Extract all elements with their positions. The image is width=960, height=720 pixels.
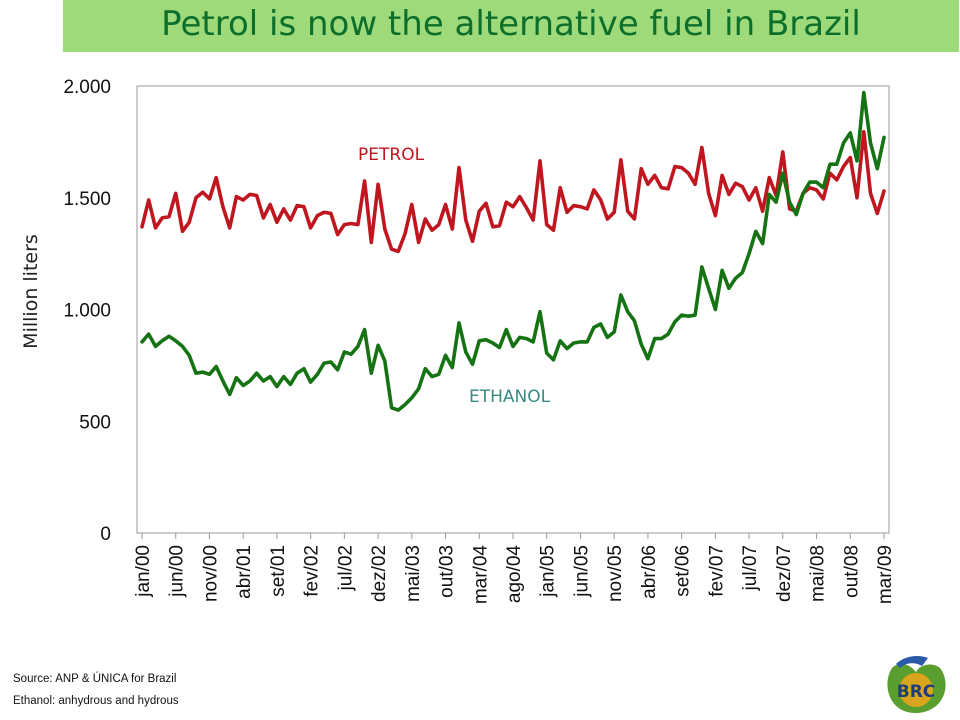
y-tick-label: 2.000 (63, 77, 111, 98)
x-tick-label: mar/04 (470, 545, 491, 605)
annotation-group: PETROL ETHANOL (358, 145, 551, 407)
x-tick-label: jun/00 (167, 545, 188, 598)
x-tick-label: jul/02 (335, 545, 356, 591)
x-tick-label: mai/08 (808, 545, 829, 602)
x-tick-label: fev/07 (706, 545, 727, 597)
x-tick-label: set/06 (673, 545, 694, 597)
x-tick-label: nov/00 (200, 545, 221, 602)
x-tick-label: out/03 (437, 545, 458, 598)
x-tick-labels: jan/00 jun/00 nov/00 abr/01 set/01 fev/02 jul/… (133, 545, 896, 605)
page-title: Petrol is now the alternative fuel in Br… (161, 4, 861, 44)
y-tick-label: 500 (79, 412, 111, 433)
x-tick-label: mar/09 (875, 545, 896, 604)
y-tick-labels: 0 500 1.000 1.500 2.000 (63, 77, 111, 545)
x-tick-label: ago/04 (504, 545, 525, 604)
y-tick-label: 0 (100, 524, 111, 545)
x-tick-label: jun/05 (571, 545, 592, 598)
x-tick-label: jan/05 (538, 545, 559, 598)
x-tick-marks (141, 533, 885, 539)
y-tick-label: 1.500 (63, 189, 111, 210)
logo-badge (899, 673, 933, 707)
x-tick-label: abr/01 (234, 545, 255, 599)
title-banner: Petrol is now the alternative fuel in Br… (63, 0, 959, 52)
x-tick-label: jan/00 (133, 545, 154, 598)
x-tick-label: out/08 (841, 545, 862, 598)
y-axis-label: Million liters (20, 234, 42, 349)
annotation-petrol: PETROL (358, 145, 425, 165)
source-line: Source: ANP & ÚNICA for Brazil (13, 673, 177, 685)
x-tick-label: fev/02 (302, 545, 323, 597)
y-tick-label: 1.000 (63, 301, 111, 322)
series-group (140, 90, 886, 412)
source-notes: Source: ANP & ÚNICA for Brazil Ethanol: … (13, 668, 179, 712)
y-axis-label-group: Million liters (20, 234, 42, 349)
x-tick-label: dez/02 (369, 545, 390, 602)
annotation-ethanol: ETHANOL (469, 387, 551, 407)
brc-logo: BRC (887, 656, 946, 714)
series-line-petrol (140, 130, 886, 254)
x-tick-label: nov/05 (605, 545, 626, 602)
x-tick-label: dez/07 (774, 545, 795, 602)
line-chart: Million liters 0 500 1.000 1.500 2.000 PETRO… (20, 77, 896, 605)
plot-frame (136, 85, 890, 534)
series-line-ethanol (140, 90, 886, 412)
x-tick-label: abr/06 (639, 545, 660, 599)
x-tick-label: set/01 (268, 545, 289, 597)
logo-text: BRC (897, 682, 936, 702)
x-tick-label: mai/03 (403, 545, 424, 602)
logo-swoosh (896, 656, 928, 668)
x-tick-label: jul/07 (740, 545, 761, 591)
note-line: Ethanol: anhydrous and hydrous (13, 695, 179, 707)
